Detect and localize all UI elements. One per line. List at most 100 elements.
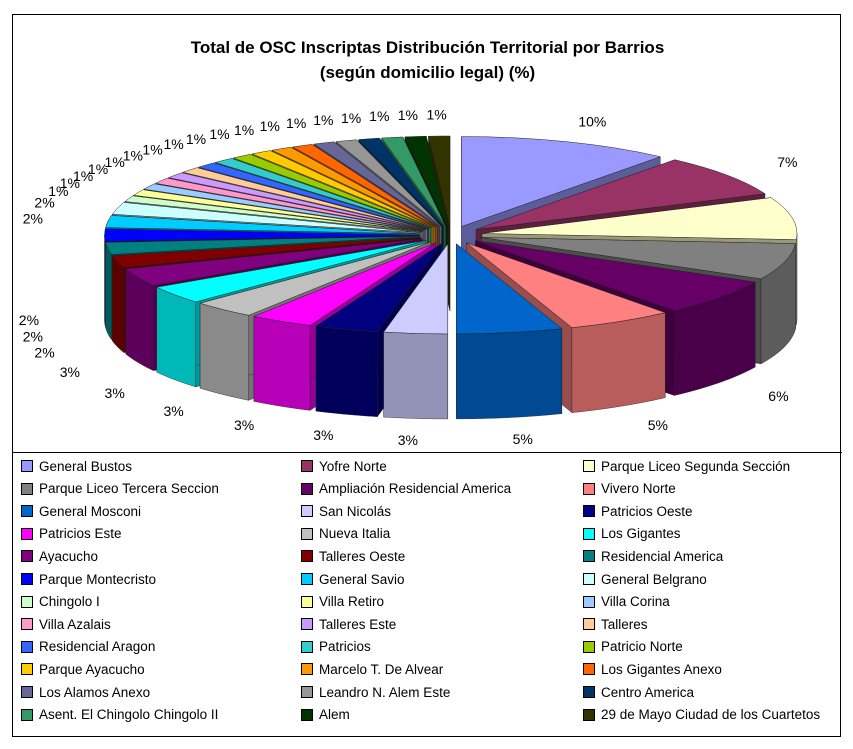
legend-swatch [301, 618, 313, 631]
legend-swatch [21, 505, 33, 518]
pie-slice [253, 242, 436, 326]
legend-label: General Belgrano [601, 571, 707, 587]
legend-item: Chingolo I [21, 592, 100, 612]
pie-slice [383, 243, 449, 335]
chart-subtitle: (según domicilio legal) (%) [319, 63, 536, 82]
legend-swatch [21, 460, 33, 472]
slice-percent-label: 10% [578, 113, 606, 129]
pie-slice [232, 154, 433, 229]
legend-item: Ayacucho [21, 546, 98, 566]
legend-label: Residencial Aragon [39, 639, 156, 655]
legend-label: Los Alamos Anexo [39, 684, 151, 700]
legend-item: Los Gigantes Anexo [583, 659, 722, 679]
slice-percent-label: 1% [260, 118, 280, 134]
slice-percent-label: 1% [313, 112, 333, 128]
legend-item: Patricios Oeste [583, 501, 693, 521]
legend-item: Los Gigantes [583, 524, 681, 544]
slice-percent-label: 1% [123, 148, 143, 164]
slice-percent-label: 5% [513, 431, 533, 447]
legend-item: Villa Corina [583, 592, 670, 612]
legend-swatch [583, 640, 595, 653]
legend-item: Leandro N. Alem Este [301, 682, 450, 702]
legend-swatch [21, 663, 33, 676]
pie-slice [143, 183, 424, 231]
legend-label: Talleres Oeste [319, 548, 406, 564]
slice-percent-label: 1% [73, 168, 93, 184]
slice-percent-label: 2% [23, 211, 43, 227]
legend-item: General Belgrano [583, 569, 707, 589]
pie-slice [315, 243, 442, 332]
slice-percent-label: 1% [234, 122, 254, 138]
legend-swatch [21, 573, 33, 585]
legend-swatch [301, 708, 313, 721]
legend-label: Talleres [601, 616, 648, 632]
pie-slice [199, 241, 431, 316]
slice-percent-label: 3% [105, 385, 125, 401]
legend-label: Patricio Norte [601, 639, 683, 655]
pie-slice [155, 240, 426, 303]
pie-slice [335, 139, 442, 227]
legend-swatch [301, 573, 313, 585]
legend-item: Nueva Italia [301, 524, 390, 544]
legend-swatch [21, 618, 33, 631]
slice-percent-label: 5% [648, 417, 668, 433]
slice-percent-label: 1% [369, 108, 389, 124]
legend-label: General Bustos [39, 458, 133, 474]
pie-slice [381, 136, 446, 227]
legend-label: San Nicolás [319, 503, 392, 519]
pie-slice [154, 177, 425, 231]
chart-frame: Total de OSC Inscriptas Distribución Ter… [12, 14, 842, 737]
legend-label: Parque Liceo Tercera Seccion [39, 481, 219, 497]
legend-label: Parque Montecristo [39, 571, 157, 587]
legend-label: Los Gigantes Anexo [601, 661, 722, 677]
legend-label: Villa Corina [601, 594, 670, 610]
slice-percent-label: 1% [60, 175, 80, 191]
legend-swatch [301, 550, 313, 563]
legend-item: Los Alamos Anexo [21, 682, 150, 702]
pie-slice [104, 228, 420, 242]
legend-item: Parque Liceo Tercera Seccion [21, 479, 219, 499]
legend-swatch [301, 482, 313, 495]
slice-percent-label: 1% [341, 110, 361, 126]
slice-percent-label: 1% [426, 106, 446, 122]
legend-label: Patricios Oeste [601, 503, 693, 519]
legend-item: Centro America [583, 682, 694, 702]
legend-label: Patricios [319, 639, 371, 655]
legend-swatch [583, 708, 595, 721]
legend-item: Talleres [583, 614, 648, 634]
slice-percent-label: 1% [142, 142, 162, 158]
slice-percent-label: 1% [163, 136, 183, 152]
legend-swatch [21, 708, 33, 721]
legend-swatch [301, 527, 313, 540]
legend-swatch [21, 550, 33, 563]
legend-swatch [583, 686, 595, 698]
slice-percent-label: 2% [34, 345, 54, 361]
pie-slice [466, 242, 667, 328]
legend-label: Leandro N. Alem Este [319, 684, 451, 700]
legend-swatch [583, 482, 595, 495]
legend-swatch [583, 573, 595, 585]
slice-percent-label: 1% [398, 107, 418, 123]
slice-percent-label: 1% [209, 126, 229, 142]
slice-percent-label: 3% [398, 432, 418, 448]
legend-item: Residencial America [583, 546, 723, 566]
pie-slice [251, 150, 434, 228]
pie-slice [124, 195, 422, 232]
legend-label: Marcelo T. De Alvear [319, 661, 444, 677]
pie-slice [111, 237, 421, 268]
legend-label: Chingolo I [39, 594, 100, 610]
pie-slice [182, 167, 428, 230]
legend-item: General Mosconi [21, 501, 141, 521]
legend-item: Yofre Norte [301, 456, 387, 476]
legend-swatch [21, 482, 33, 495]
legend-item: Villa Retiro [301, 592, 384, 612]
legend-item: Ampliación Residencial America [301, 479, 511, 499]
pie-slice [428, 135, 451, 227]
legend-item: San Nicolás [301, 501, 391, 521]
legend-item: Vivero Norte [583, 479, 676, 499]
pie-slice [475, 240, 756, 311]
legend-label: Villa Retiro [319, 594, 385, 610]
slice-percent-label: 2% [23, 328, 43, 344]
legend-label: Yofre Norte [319, 458, 387, 474]
legend-item: Patricios Este [21, 524, 122, 544]
